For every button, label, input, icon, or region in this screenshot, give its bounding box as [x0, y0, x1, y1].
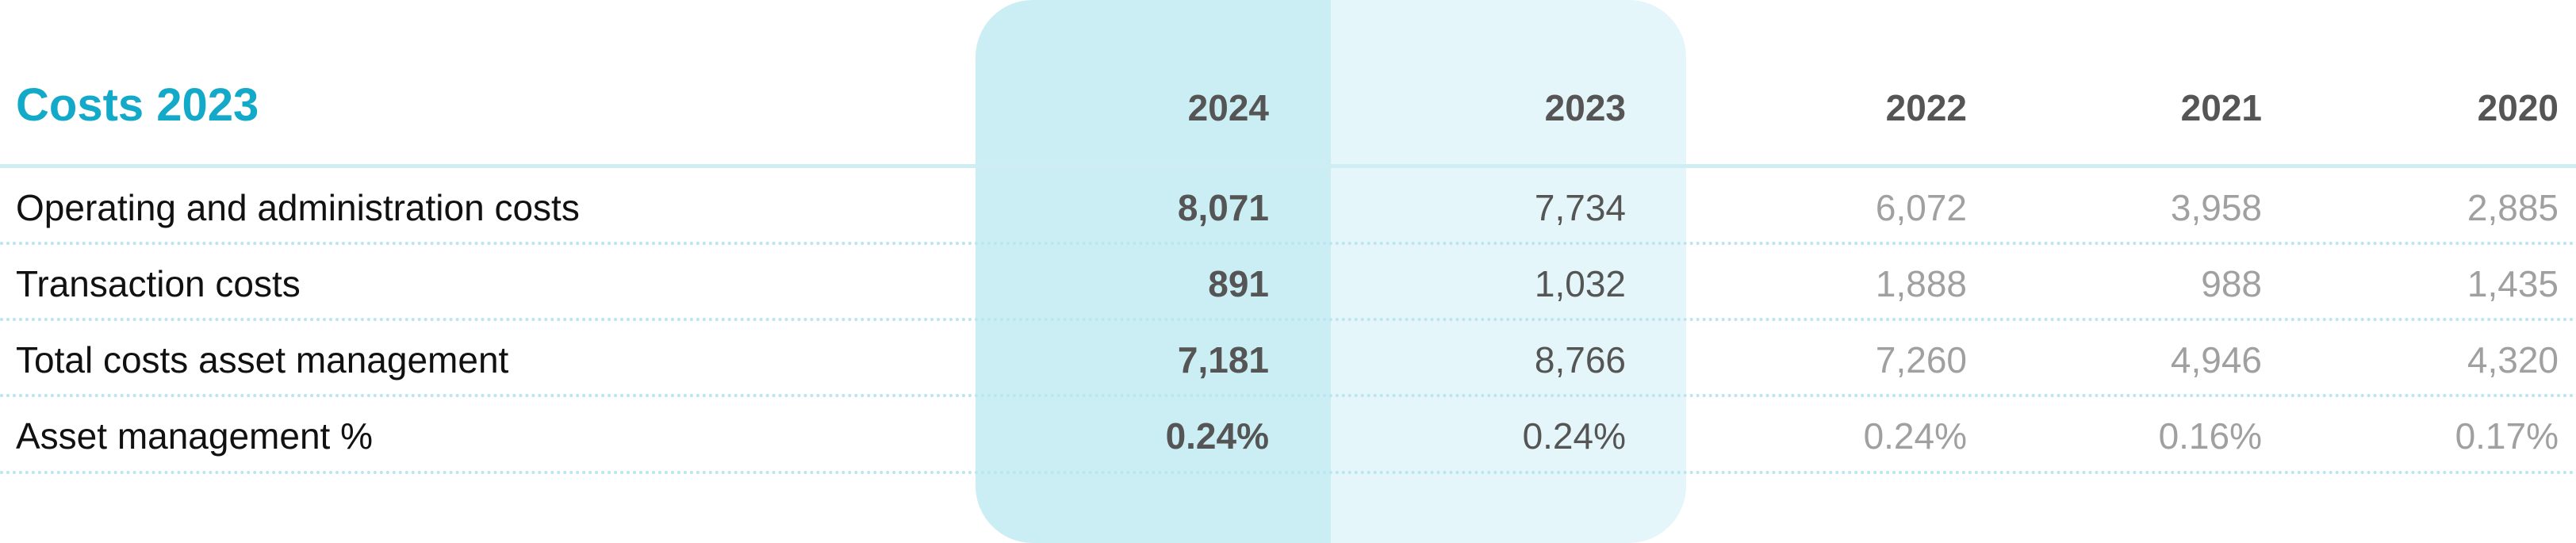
cell-total-2022: 7,260 — [1875, 339, 1967, 380]
cell-percent-2024: 0.24% — [1165, 415, 1269, 457]
cell-transaction-2024: 891 — [1208, 263, 1269, 304]
cell-total-2024: 7,181 — [1177, 339, 1269, 380]
header-divider — [0, 164, 2576, 168]
cell-percent-2021: 0.16% — [2158, 415, 2262, 457]
row-label-operating-administration-costs: Operating and administration costs — [16, 187, 580, 228]
column-highlight-2023 — [1331, 0, 1686, 543]
cell-operating-2023: 7,734 — [1534, 187, 1626, 228]
column-header-2023: 2023 — [1544, 87, 1626, 128]
cell-total-2020: 4,320 — [2467, 339, 2559, 380]
cell-transaction-2021: 988 — [2201, 263, 2262, 304]
column-header-2021: 2021 — [2180, 87, 2262, 128]
cell-percent-2023: 0.24% — [1522, 415, 1626, 457]
cell-operating-2020: 2,885 — [2467, 187, 2559, 228]
cell-transaction-2022: 1,888 — [1875, 263, 1967, 304]
cell-percent-2020: 0.17% — [2455, 415, 2559, 457]
row-divider — [0, 242, 2576, 245]
column-header-2022: 2022 — [1885, 87, 1967, 128]
column-highlight-2024 — [976, 0, 1331, 543]
row-label-total-costs-asset-management: Total costs asset management — [16, 339, 509, 380]
cell-operating-2024: 8,071 — [1177, 187, 1269, 228]
column-header-2020: 2020 — [2477, 87, 2559, 128]
row-divider — [0, 394, 2576, 397]
column-header-2024: 2024 — [1187, 87, 1269, 128]
row-label-transaction-costs: Transaction costs — [16, 263, 301, 304]
row-divider — [0, 471, 2576, 474]
table-title: Costs 2023 — [16, 79, 259, 131]
cell-operating-2021: 3,958 — [2170, 187, 2262, 228]
cell-total-2023: 8,766 — [1534, 339, 1626, 380]
cell-total-2021: 4,946 — [2170, 339, 2262, 380]
row-label-asset-management-percent: Asset management % — [16, 415, 374, 457]
cell-transaction-2023: 1,032 — [1534, 263, 1626, 304]
row-divider — [0, 318, 2576, 321]
cell-transaction-2020: 1,435 — [2467, 263, 2559, 304]
cell-percent-2022: 0.24% — [1863, 415, 1967, 457]
cell-operating-2022: 6,072 — [1875, 187, 1967, 228]
